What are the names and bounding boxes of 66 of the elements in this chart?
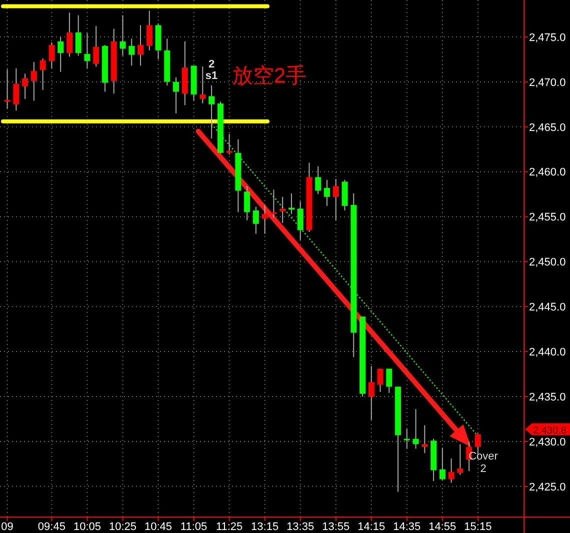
x-tick-label: 13:55 bbox=[322, 521, 350, 533]
y-tick-label: 2,460.0 bbox=[529, 166, 566, 179]
y-tick-label: 2,470.0 bbox=[529, 76, 566, 89]
candlestick bbox=[422, 424, 428, 454]
y-tick-label: 2,430.0 bbox=[529, 436, 566, 448]
candlestick bbox=[173, 76, 180, 114]
candlestick bbox=[120, 14, 126, 56]
candlestick bbox=[324, 179, 330, 206]
candlestick bbox=[252, 206, 259, 234]
candlestick bbox=[48, 42, 55, 69]
annotation: 2 bbox=[208, 58, 215, 70]
candlestick bbox=[297, 200, 304, 241]
annotation: 放空2手 bbox=[232, 64, 307, 88]
candlestick bbox=[75, 14, 82, 56]
candlestick bbox=[412, 408, 419, 450]
x-tick-label: 15:15 bbox=[464, 521, 492, 533]
candlestick bbox=[368, 365, 374, 420]
candlestick bbox=[439, 447, 446, 481]
candlestick bbox=[386, 368, 392, 394]
candlestick bbox=[377, 368, 384, 393]
candlestick bbox=[58, 36, 64, 72]
candlestick bbox=[270, 189, 277, 218]
candlestick bbox=[30, 62, 37, 102]
candlestick bbox=[226, 133, 232, 156]
annotation: 2 bbox=[480, 463, 486, 476]
candlestick bbox=[93, 26, 100, 68]
candlestick bbox=[138, 24, 144, 66]
y-tick-label: 2,425.0 bbox=[529, 481, 566, 494]
candlestick bbox=[280, 196, 286, 224]
y-tick-label: 2,465.0 bbox=[529, 122, 566, 134]
candlestick bbox=[262, 204, 268, 234]
x-tick-label: 10:45 bbox=[144, 521, 172, 533]
candlestick bbox=[13, 68, 20, 112]
x-tick-label: 09 bbox=[1, 521, 14, 533]
annotation: s1 bbox=[205, 70, 218, 82]
x-tick-label: 14:15 bbox=[358, 521, 386, 533]
y-tick-label: 2,450.0 bbox=[529, 256, 566, 269]
x-tick-label: 11:05 bbox=[180, 521, 208, 533]
candlestick bbox=[128, 38, 135, 66]
x-tick-label: 09:45 bbox=[38, 521, 66, 533]
candlestick bbox=[66, 12, 72, 58]
x-tick-label: 13:15 bbox=[251, 521, 279, 533]
y-tick-label: 2,435.0 bbox=[529, 392, 566, 404]
candlestick bbox=[315, 166, 322, 195]
candlestick bbox=[208, 84, 215, 139]
x-tick-label: 10:25 bbox=[108, 521, 137, 533]
candlestick bbox=[200, 66, 206, 104]
x-tick-label: 14:35 bbox=[393, 521, 421, 533]
x-tick-label: 11:25 bbox=[216, 521, 243, 533]
candlestick bbox=[404, 428, 410, 450]
candlestick bbox=[288, 192, 294, 214]
x-tick-label: 14:55 bbox=[428, 521, 456, 533]
x-tick-label: 10:05 bbox=[73, 521, 101, 533]
y-tick-label: 2,475.0 bbox=[529, 32, 566, 44]
candlestick bbox=[146, 10, 152, 51]
y-tick-label: 2,455.0 bbox=[529, 212, 566, 224]
candlestick bbox=[244, 186, 250, 221]
candlestick bbox=[448, 458, 454, 484]
candlestick bbox=[332, 178, 339, 221]
y-tick-label: 2,440.0 bbox=[529, 346, 566, 359]
candlestick bbox=[22, 73, 28, 100]
candlestick bbox=[84, 32, 90, 69]
candlestick bbox=[40, 58, 46, 90]
candlestick bbox=[457, 444, 464, 476]
x-tick-label: 13:35 bbox=[286, 521, 314, 533]
y-tick-label: 2,445.0 bbox=[529, 302, 566, 314]
